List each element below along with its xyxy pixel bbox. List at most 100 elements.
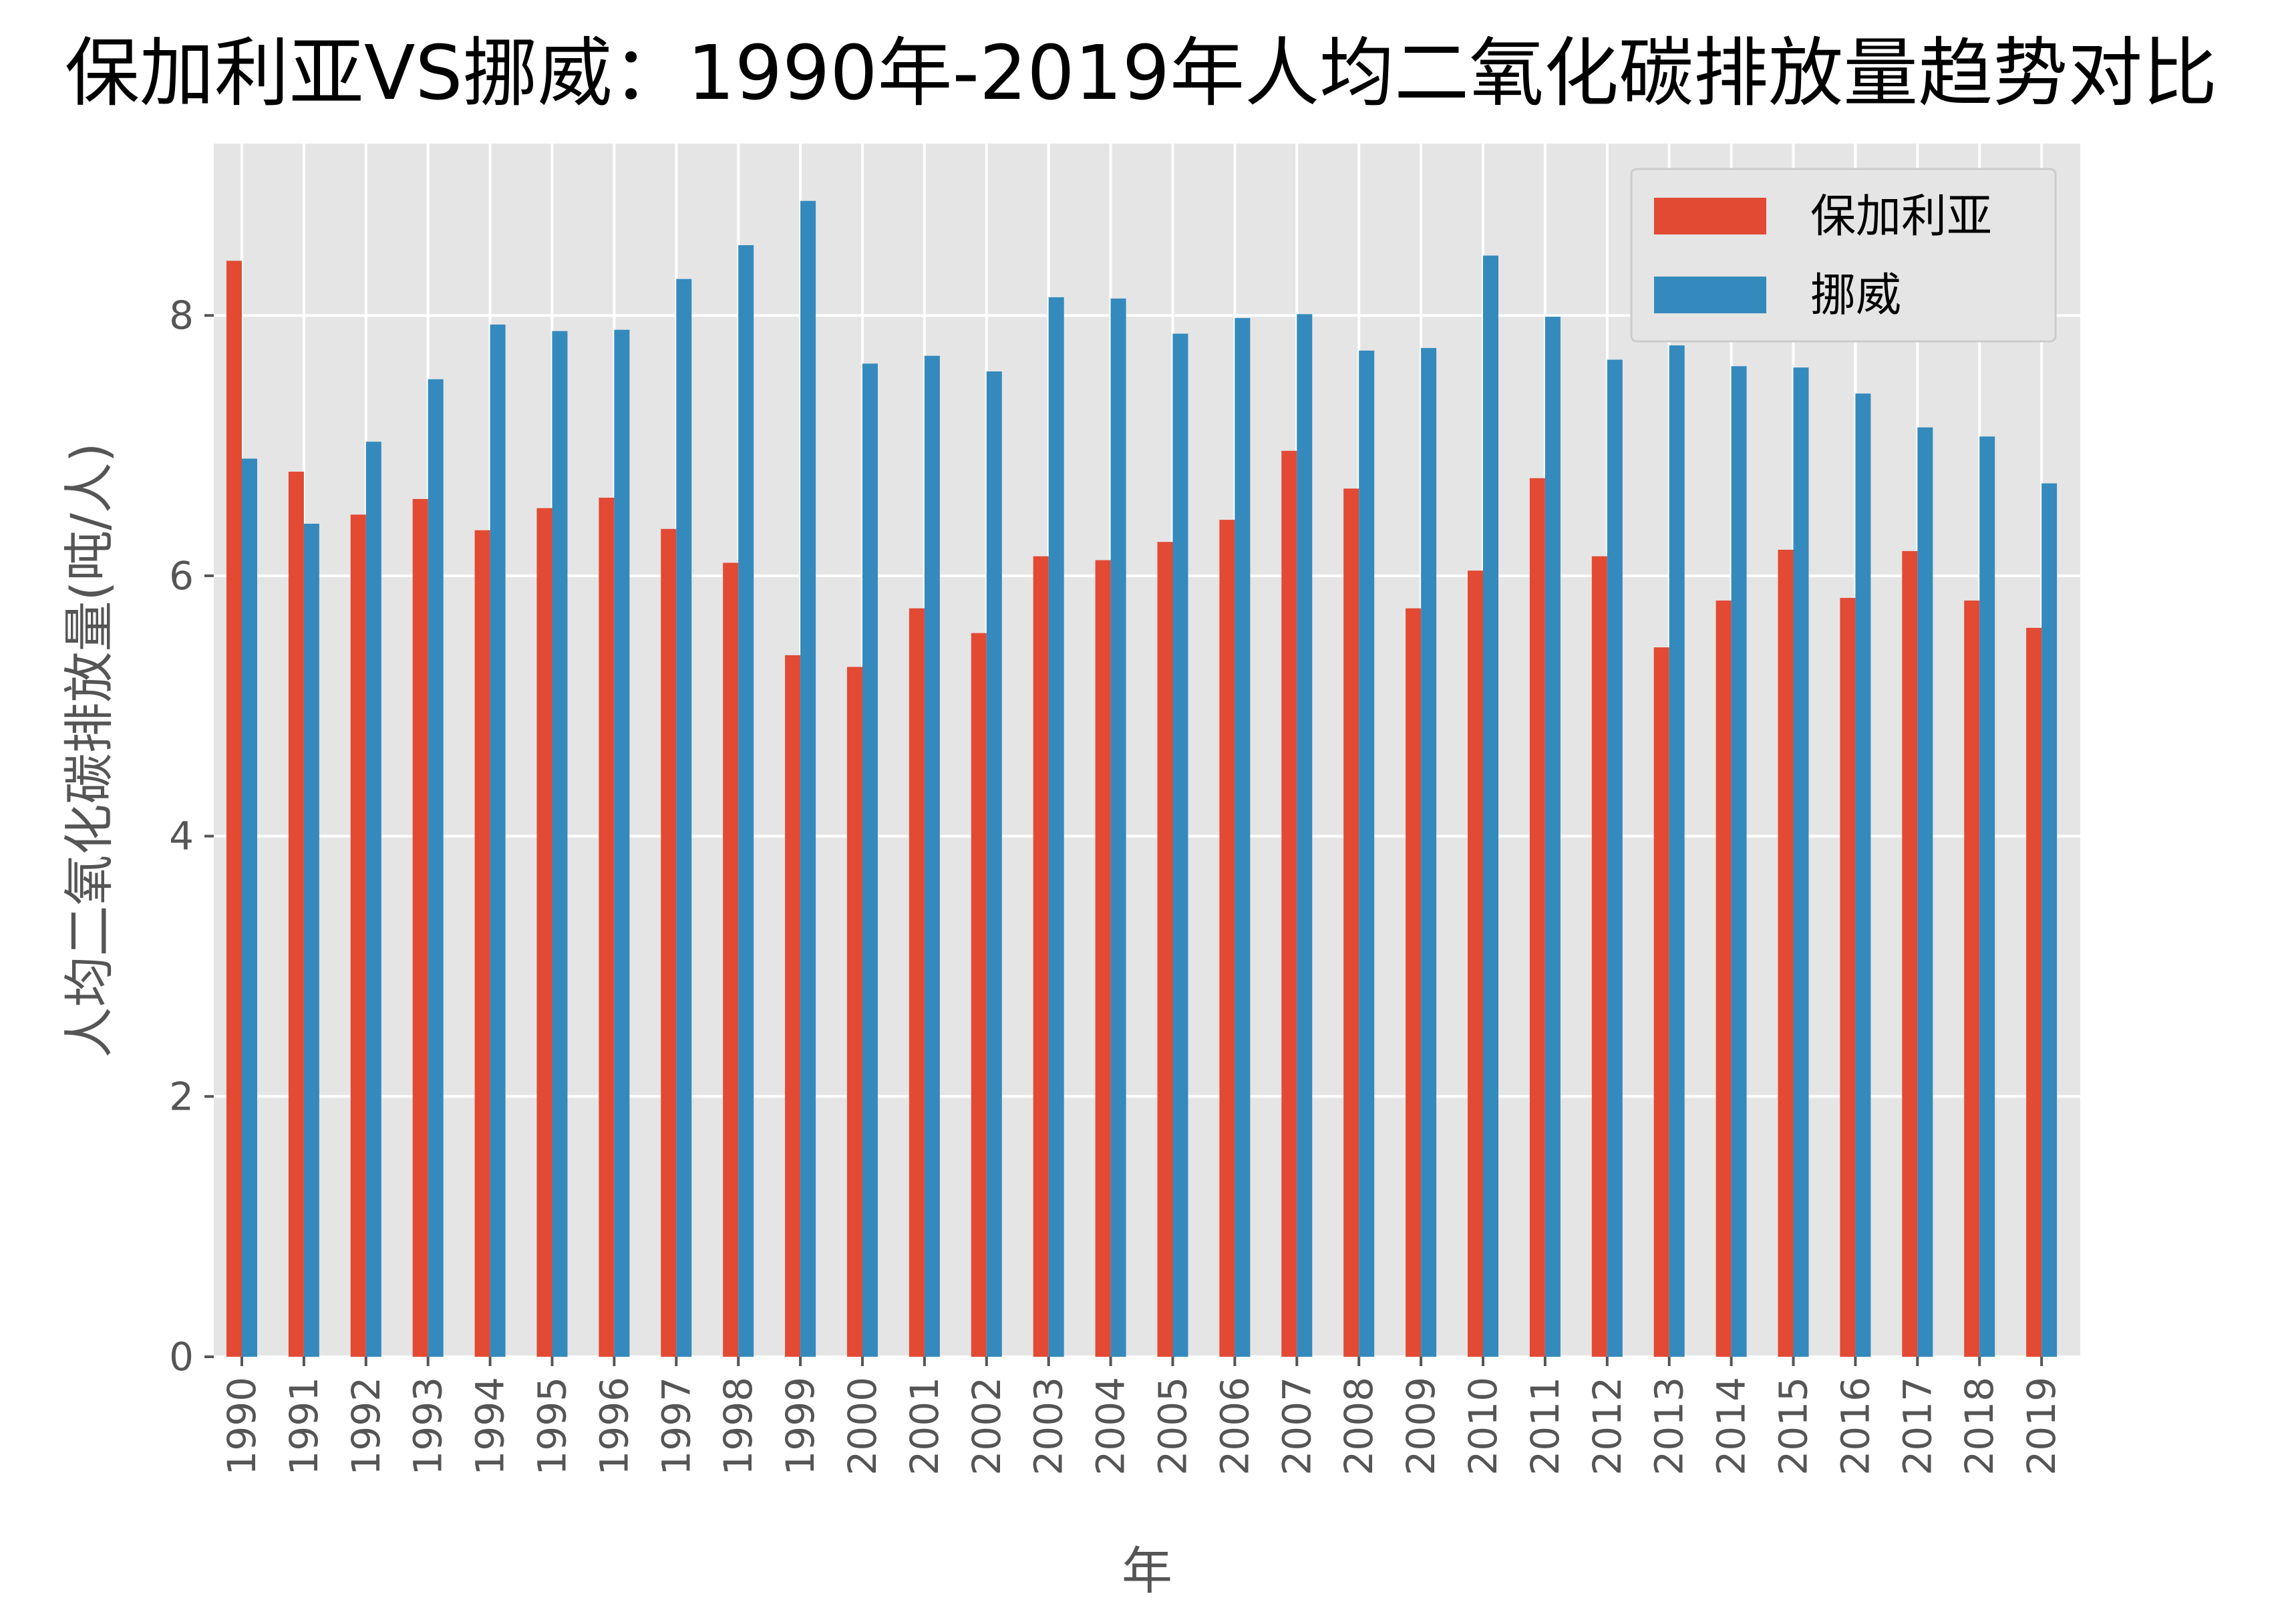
bar-bulgaria <box>474 530 490 1357</box>
bar-bulgaria <box>1529 478 1545 1357</box>
bar-norway <box>862 363 878 1357</box>
legend: 保加利亚 挪威 <box>1630 168 2057 343</box>
bar-bulgaria <box>661 528 677 1357</box>
y-tick-label: 2 <box>169 1074 194 1119</box>
bar-bulgaria <box>412 498 428 1357</box>
bar-bulgaria <box>1468 571 1483 1357</box>
bar-bulgaria <box>1406 608 1422 1357</box>
y-axis-label: 人均二氧化碳排放量(吨/人) <box>59 443 119 1058</box>
bar-norway <box>1297 314 1313 1357</box>
bar-norway <box>1793 367 1809 1357</box>
y-tick-label: 0 <box>169 1334 194 1379</box>
bar-bulgaria <box>2026 627 2042 1357</box>
y-axis-ticks: 0 2 4 6 8 <box>169 293 214 1379</box>
legend-swatch-bulgaria <box>1654 198 1766 234</box>
bar-norway <box>2042 483 2058 1357</box>
x-tick-label: 1993 <box>405 1377 451 1476</box>
bar-bulgaria <box>785 655 801 1357</box>
x-tick-label: 2011 <box>1522 1377 1568 1476</box>
bar-norway <box>1669 345 1685 1357</box>
bar-bulgaria <box>1033 556 1049 1357</box>
bar-norway <box>614 329 630 1357</box>
x-tick-label: 2018 <box>1957 1377 2002 1476</box>
x-tick-label: 2019 <box>2019 1377 2064 1476</box>
x-tick-label: 1994 <box>468 1377 513 1476</box>
x-tick-label: 1992 <box>343 1377 389 1476</box>
bar-bulgaria <box>226 261 242 1357</box>
bar-bulgaria <box>536 508 552 1357</box>
bar-norway <box>242 458 257 1357</box>
bar-bulgaria <box>1157 542 1173 1357</box>
x-tick-label: 2005 <box>1150 1377 1196 1476</box>
bar-bulgaria <box>1343 488 1359 1357</box>
bar-bulgaria <box>847 667 862 1357</box>
legend-swatch-norway <box>1654 277 1766 313</box>
bar-norway <box>1421 347 1437 1357</box>
bar-bulgaria <box>971 633 987 1357</box>
bar-bulgaria <box>350 514 366 1357</box>
bar-norway <box>490 324 506 1357</box>
x-tick-label: 1997 <box>653 1377 699 1476</box>
x-tick-label: 2016 <box>1832 1377 1878 1476</box>
x-tick-label: 2003 <box>1026 1377 1072 1476</box>
x-tick-label: 2006 <box>1212 1377 1257 1476</box>
bar-bulgaria <box>1591 556 1607 1357</box>
x-tick-label: 2015 <box>1771 1377 1816 1476</box>
x-tick-label: 2002 <box>964 1377 1009 1476</box>
x-tick-label: 1995 <box>530 1377 575 1476</box>
bar-bulgaria <box>1653 647 1669 1357</box>
x-tick-label: 2012 <box>1585 1377 1630 1476</box>
x-tick-label: 2008 <box>1336 1377 1381 1476</box>
y-tick-label: 4 <box>169 814 194 859</box>
x-tick-label: 2010 <box>1460 1377 1506 1476</box>
bar-norway <box>1235 318 1251 1357</box>
bar-norway <box>303 523 319 1357</box>
bar-bulgaria <box>723 562 739 1357</box>
x-tick-label: 1991 <box>281 1377 327 1476</box>
x-tick-label: 2004 <box>1088 1377 1134 1476</box>
bar-bulgaria <box>599 497 615 1357</box>
bar-bulgaria <box>1964 600 1980 1357</box>
bar-bulgaria <box>1095 560 1111 1357</box>
bar-norway <box>738 245 754 1357</box>
bar-norway <box>924 355 940 1357</box>
legend-label-norway: 挪威 <box>1810 269 1901 322</box>
bar-norway <box>552 331 568 1357</box>
y-tick-label: 6 <box>169 553 194 599</box>
x-tick-label: 2007 <box>1274 1377 1319 1476</box>
x-tick-label: 1998 <box>715 1377 761 1476</box>
bar-norway <box>428 379 444 1357</box>
x-tick-label: 1999 <box>778 1377 823 1476</box>
x-axis-label: 年 <box>1122 1541 1172 1601</box>
bar-bulgaria <box>288 472 304 1357</box>
y-tick-label: 8 <box>169 293 194 338</box>
x-tick-label: 2013 <box>1647 1377 1692 1476</box>
x-tick-label: 2000 <box>840 1377 885 1476</box>
x-tick-label: 2001 <box>902 1377 947 1476</box>
bar-bulgaria <box>909 608 925 1357</box>
bar-norway <box>1607 359 1623 1357</box>
bar-norway <box>365 442 381 1357</box>
plot-area <box>214 144 2080 1357</box>
bar-norway <box>1048 297 1064 1357</box>
x-tick-label: 1990 <box>219 1377 265 1476</box>
bar-bulgaria <box>1716 600 1732 1357</box>
bars <box>226 200 2058 1357</box>
legend-label-bulgaria: 保加利亚 <box>1810 190 1992 243</box>
x-tick-label: 2014 <box>1709 1377 1754 1476</box>
bar-norway <box>676 279 692 1357</box>
bar-bulgaria <box>1219 520 1235 1357</box>
x-axis-ticks: 1990 1991 1992 1993 1994 1995 1996 1997 1998 1999… <box>219 1357 2064 1476</box>
bar-norway <box>1731 366 1747 1357</box>
bar-bulgaria <box>1902 550 1918 1357</box>
bar-norway <box>1172 333 1188 1357</box>
bar-bulgaria <box>1778 549 1794 1357</box>
bar-norway <box>1917 427 1933 1357</box>
bar-norway <box>1483 255 1498 1357</box>
bar-bulgaria <box>1281 450 1297 1357</box>
bar-norway <box>1855 393 1871 1357</box>
x-tick-label: 2009 <box>1398 1377 1444 1476</box>
bar-norway <box>986 371 1002 1357</box>
bar-norway <box>1359 350 1375 1357</box>
